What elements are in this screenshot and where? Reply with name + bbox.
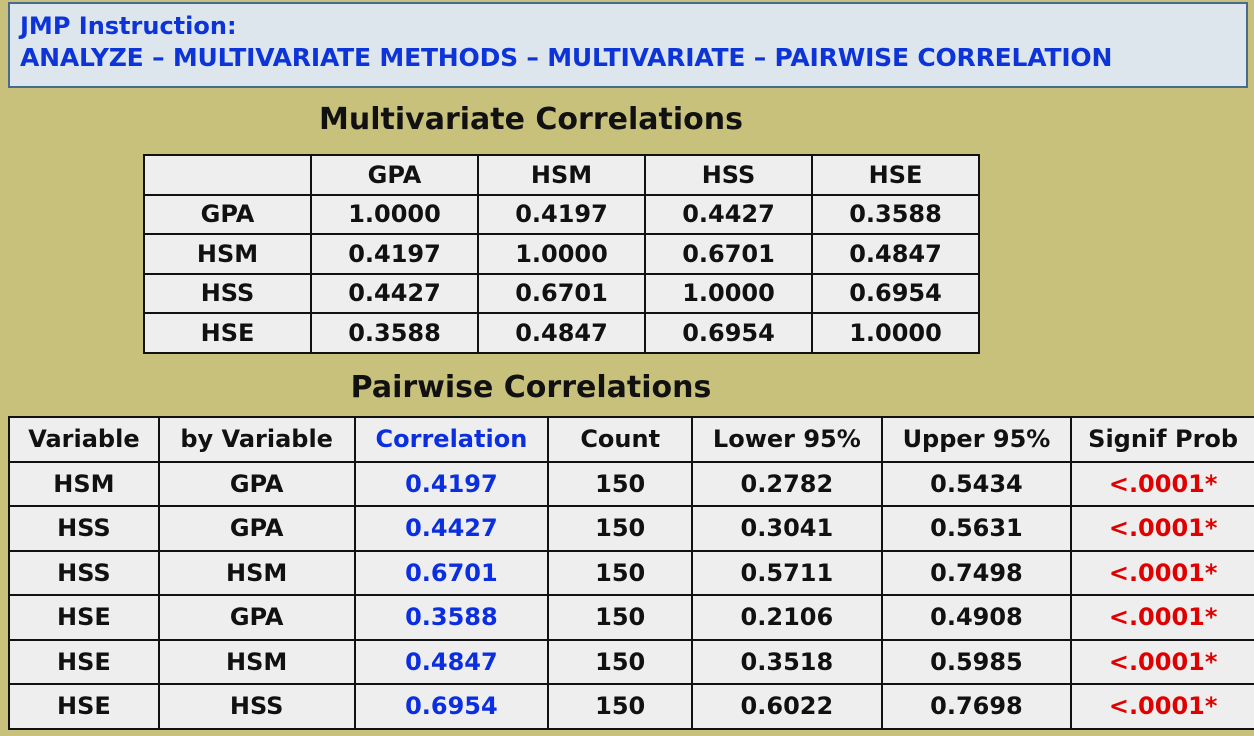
table-cell: 1.0000 <box>811 312 980 354</box>
table-header-row: GPA HSM HSS HSE <box>143 154 980 196</box>
table-cell: HSM <box>157 549 356 596</box>
row-header: HSM <box>143 233 312 275</box>
table-row: HSM 0.4197 1.0000 0.6701 0.4847 <box>143 233 980 275</box>
table-row: HSE HSS 0.6954 150 0.6022 0.7698 <.0001* <box>8 683 1254 730</box>
table-cell: 0.2782 <box>691 460 883 507</box>
table-cell: HSM <box>157 638 356 685</box>
table-row: HSE HSM 0.4847 150 0.3518 0.5985 <.0001* <box>8 638 1254 685</box>
column-header: HSM <box>477 154 646 196</box>
multivariate-correlations-table: GPA HSM HSS HSE GPA 1.0000 0.4197 0.4427… <box>143 154 980 354</box>
table-cell: 0.3518 <box>691 638 883 685</box>
table-cell: 0.3588 <box>310 312 479 354</box>
table-cell: 0.5711 <box>691 549 883 596</box>
table-cell: 150 <box>547 683 694 730</box>
table-cell: 150 <box>547 460 694 507</box>
column-header-by-variable: by Variable <box>157 416 356 463</box>
table-row: GPA 1.0000 0.4197 0.4427 0.3588 <box>143 193 980 235</box>
table-cell: 0.7498 <box>880 549 1073 596</box>
correlation-cell: 0.4847 <box>353 638 550 685</box>
correlation-cell: 0.6954 <box>353 683 550 730</box>
table-cell: HSS <box>157 683 356 730</box>
table-cell: 0.4908 <box>880 594 1073 641</box>
column-header-count: Count <box>547 416 694 463</box>
table-cell: 0.2106 <box>691 594 883 641</box>
table-cell: HSS <box>8 549 160 596</box>
table-cell: 0.4427 <box>644 193 813 235</box>
table-cell: 0.6701 <box>644 233 813 275</box>
table-cell: 1.0000 <box>644 272 813 314</box>
correlation-cell: 0.6701 <box>353 549 550 596</box>
pairwise-title: Pairwise Correlations <box>350 370 712 405</box>
table-cell: 0.5631 <box>880 505 1073 552</box>
column-header: HSE <box>811 154 980 196</box>
table-cell: HSS <box>8 505 160 552</box>
row-header: GPA <box>143 193 312 235</box>
table-cell: 0.6701 <box>477 272 646 314</box>
table-cell: GPA <box>157 594 356 641</box>
instruction-path: ANALYZE – MULTIVARIATE METHODS – MULTIVA… <box>20 43 1113 72</box>
signif-prob-cell: <.0001* <box>1070 549 1254 596</box>
table-cell: HSE <box>8 638 160 685</box>
table-header-row: Variable by Variable Correlation Count L… <box>8 416 1254 463</box>
column-header-signif-prob: Signif Prob <box>1070 416 1254 463</box>
table-cell: 0.5985 <box>880 638 1073 685</box>
table-row: HSS HSM 0.6701 150 0.5711 0.7498 <.0001* <box>8 549 1254 596</box>
correlation-cell: 0.4197 <box>353 460 550 507</box>
table-cell: 1.0000 <box>310 193 479 235</box>
row-header: HSE <box>143 312 312 354</box>
table-corner-cell <box>143 154 312 196</box>
table-row: HSM GPA 0.4197 150 0.2782 0.5434 <.0001* <box>8 460 1254 507</box>
column-header: GPA <box>310 154 479 196</box>
table-cell: HSE <box>8 594 160 641</box>
instruction-box: JMP Instruction: ANALYZE – MULTIVARIATE … <box>8 2 1248 88</box>
table-row: HSE GPA 0.3588 150 0.2106 0.4908 <.0001* <box>8 594 1254 641</box>
row-header: HSS <box>143 272 312 314</box>
column-header-lower-95: Lower 95% <box>691 416 883 463</box>
table-cell: 150 <box>547 549 694 596</box>
table-cell: 0.6954 <box>811 272 980 314</box>
table-cell: HSE <box>8 683 160 730</box>
table-cell: 150 <box>547 638 694 685</box>
column-header: HSS <box>644 154 813 196</box>
table-cell: 0.4197 <box>310 233 479 275</box>
table-cell: 1.0000 <box>477 233 646 275</box>
table-cell: 150 <box>547 594 694 641</box>
signif-prob-cell: <.0001* <box>1070 460 1254 507</box>
table-cell: GPA <box>157 460 356 507</box>
correlation-cell: 0.4427 <box>353 505 550 552</box>
multivariate-title: Multivariate Correlations <box>319 102 743 137</box>
signif-prob-cell: <.0001* <box>1070 638 1254 685</box>
column-header-correlation: Correlation <box>353 416 550 463</box>
table-cell: 0.6022 <box>691 683 883 730</box>
column-header-upper-95: Upper 95% <box>880 416 1073 463</box>
table-cell: 0.7698 <box>880 683 1073 730</box>
instruction-heading: JMP Instruction: <box>20 12 237 40</box>
table-cell: 0.3588 <box>811 193 980 235</box>
table-cell: HSM <box>8 460 160 507</box>
table-cell: 0.5434 <box>880 460 1073 507</box>
signif-prob-cell: <.0001* <box>1070 505 1254 552</box>
column-header-variable: Variable <box>8 416 160 463</box>
table-cell: 0.4197 <box>477 193 646 235</box>
pairwise-correlations-table: Variable by Variable Correlation Count L… <box>8 416 1254 730</box>
table-row: HSS GPA 0.4427 150 0.3041 0.5631 <.0001* <box>8 505 1254 552</box>
table-row: HSE 0.3588 0.4847 0.6954 1.0000 <box>143 312 980 354</box>
table-cell: GPA <box>157 505 356 552</box>
table-cell: 0.4847 <box>477 312 646 354</box>
table-cell: 150 <box>547 505 694 552</box>
table-cell: 0.4847 <box>811 233 980 275</box>
table-row: HSS 0.4427 0.6701 1.0000 0.6954 <box>143 272 980 314</box>
table-cell: 0.3041 <box>691 505 883 552</box>
signif-prob-cell: <.0001* <box>1070 594 1254 641</box>
table-cell: 0.4427 <box>310 272 479 314</box>
table-cell: 0.6954 <box>644 312 813 354</box>
correlation-cell: 0.3588 <box>353 594 550 641</box>
signif-prob-cell: <.0001* <box>1070 683 1254 730</box>
